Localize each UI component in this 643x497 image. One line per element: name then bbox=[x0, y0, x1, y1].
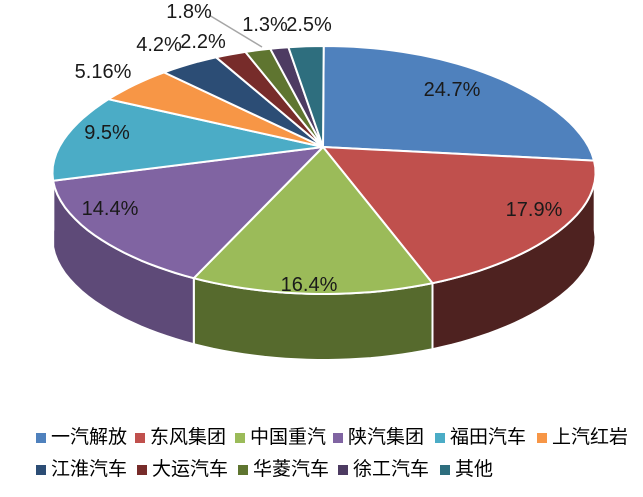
legend-swatch-4 bbox=[435, 433, 445, 443]
legend-swatch-0 bbox=[36, 433, 46, 443]
legend-item-0: 一汽解放 bbox=[36, 427, 127, 449]
legend-swatch-5 bbox=[537, 433, 547, 443]
legend-swatch-9 bbox=[338, 465, 348, 475]
legend-label-4: 福田汽车 bbox=[450, 427, 527, 448]
legend-swatch-8 bbox=[238, 465, 248, 475]
data-label-4: 9.5% bbox=[84, 122, 130, 144]
legend-item-3: 陕汽集团 bbox=[333, 427, 424, 449]
legend-label-6: 江淮汽车 bbox=[51, 459, 128, 480]
legend-item-1: 东风集团 bbox=[135, 427, 226, 449]
pie-slice-10 bbox=[287, 45, 325, 148]
data-label-2: 16.4% bbox=[281, 274, 338, 296]
legend-label-7: 大运汽车 bbox=[152, 459, 229, 480]
legend-item-4: 福田汽车 bbox=[435, 427, 526, 449]
legend-label-2: 中国重汽 bbox=[250, 427, 327, 448]
legend-swatch-1 bbox=[135, 433, 145, 443]
data-label-7: 2.2% bbox=[180, 31, 226, 53]
data-label-0: 24.7% bbox=[424, 79, 481, 101]
legend-item-9: 徐工汽车 bbox=[338, 459, 429, 481]
legend-item-10: 其他 bbox=[440, 459, 493, 481]
pie-slice-3 bbox=[52, 146, 324, 280]
legend-item-5: 上汽红岩 bbox=[537, 427, 628, 449]
legend-label-8: 华菱汽车 bbox=[253, 459, 330, 480]
legend-item-2: 中国重汽 bbox=[235, 427, 326, 449]
label-leader-line bbox=[208, 14, 263, 48]
pie-slice-5 bbox=[107, 71, 324, 148]
legend-swatch-10 bbox=[440, 465, 450, 475]
legend-item-6: 江淮汽车 bbox=[36, 459, 127, 481]
legend-label-3: 陕汽集团 bbox=[348, 427, 425, 448]
data-label-3: 14.4% bbox=[82, 198, 139, 220]
data-label-8: 1.8% bbox=[166, 1, 212, 23]
legend-swatch-7 bbox=[137, 465, 147, 475]
legend-label-5: 上汽红岩 bbox=[552, 427, 629, 448]
legend-item-8: 华菱汽车 bbox=[238, 459, 329, 481]
data-label-9: 1.3% bbox=[242, 14, 288, 36]
legend-label-9: 徐工汽车 bbox=[353, 459, 430, 480]
legend-label-1: 东风集团 bbox=[150, 427, 227, 448]
legend-item-7: 大运汽车 bbox=[137, 459, 228, 481]
pie-slice-6 bbox=[163, 56, 324, 148]
pie-slice-1 bbox=[322, 146, 597, 285]
data-label-5: 5.16% bbox=[75, 61, 132, 83]
data-label-10: 2.5% bbox=[286, 14, 332, 36]
legend-swatch-3 bbox=[333, 433, 343, 443]
legend-swatch-2 bbox=[235, 433, 245, 443]
pie-slice-4 bbox=[51, 98, 324, 182]
data-label-1: 17.9% bbox=[506, 199, 563, 221]
pie-slice-0 bbox=[322, 45, 595, 162]
legend-swatch-6 bbox=[36, 465, 46, 475]
pie-slice-2 bbox=[192, 146, 434, 295]
data-label-6: 4.2% bbox=[136, 34, 182, 56]
pie-chart: 24.7% 17.9% 16.4% 14.4% 9.5% 5.16%4.2%2.2% 1.8… bbox=[51, 1, 597, 361]
legend-label-0: 一汽解放 bbox=[51, 427, 128, 448]
legend-label-10: 其他 bbox=[455, 459, 494, 480]
